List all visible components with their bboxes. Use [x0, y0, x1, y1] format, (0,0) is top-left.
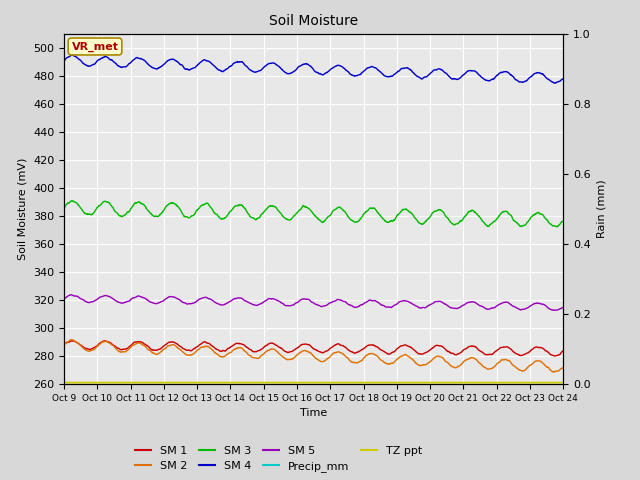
- SM 3: [68, 198, 76, 204]
- TZ ppt: [272, 380, 280, 385]
- SM 5: [68, 292, 76, 298]
- SM 2: [99, 339, 107, 345]
- SM 1: [344, 347, 352, 353]
- TZ ppt: [291, 380, 299, 385]
- SM 2: [283, 357, 291, 362]
- Y-axis label: Rain (mm): Rain (mm): [596, 180, 606, 238]
- SM 2: [549, 369, 557, 375]
- SM 5: [99, 293, 107, 299]
- SM 4: [559, 76, 567, 82]
- SM 4: [99, 55, 107, 60]
- SM 1: [552, 353, 559, 359]
- SM 4: [283, 70, 291, 76]
- SM 1: [272, 342, 280, 348]
- SM 3: [99, 199, 107, 205]
- Line: SM 3: SM 3: [64, 201, 563, 227]
- SM 2: [60, 342, 68, 348]
- SM 3: [559, 218, 567, 224]
- SM 3: [553, 224, 561, 229]
- SM 1: [100, 338, 108, 344]
- SM 3: [344, 214, 352, 220]
- Text: VR_met: VR_met: [72, 41, 118, 52]
- Line: SM 4: SM 4: [64, 55, 563, 83]
- SM 2: [559, 364, 567, 370]
- Legend: SM 1, SM 2, SM 3, SM 4, SM 5, Precip_mm, TZ ppt: SM 1, SM 2, SM 3, SM 4, SM 5, Precip_mm,…: [131, 441, 427, 477]
- SM 3: [272, 204, 280, 210]
- Line: SM 5: SM 5: [64, 295, 563, 310]
- SM 2: [344, 356, 352, 361]
- SM 4: [272, 62, 280, 68]
- SM 2: [68, 337, 76, 343]
- SM 1: [292, 346, 300, 352]
- SM 3: [292, 212, 300, 217]
- TZ ppt: [119, 380, 127, 385]
- Y-axis label: Soil Moisture (mV): Soil Moisture (mV): [17, 157, 28, 260]
- SM 5: [344, 301, 352, 307]
- SM 3: [60, 205, 68, 211]
- SM 5: [120, 300, 127, 306]
- SM 5: [292, 300, 300, 306]
- SM 1: [120, 347, 127, 352]
- SM 2: [292, 354, 300, 360]
- X-axis label: Time: Time: [300, 408, 327, 418]
- SM 4: [68, 52, 76, 58]
- TZ ppt: [559, 380, 567, 385]
- SM 4: [344, 69, 352, 75]
- SM 3: [120, 213, 127, 219]
- SM 1: [283, 349, 291, 355]
- SM 3: [283, 216, 291, 222]
- SM 1: [99, 338, 106, 344]
- TZ ppt: [99, 380, 106, 385]
- SM 4: [292, 68, 300, 73]
- SM 2: [120, 349, 127, 355]
- SM 5: [272, 297, 280, 303]
- Title: Soil Moisture: Soil Moisture: [269, 14, 358, 28]
- Line: SM 2: SM 2: [64, 340, 563, 372]
- SM 4: [120, 64, 127, 70]
- Line: SM 1: SM 1: [64, 341, 563, 356]
- SM 5: [60, 296, 68, 302]
- SM 1: [559, 348, 567, 354]
- SM 1: [60, 341, 68, 347]
- SM 5: [551, 307, 559, 313]
- SM 2: [272, 348, 280, 354]
- SM 5: [283, 303, 291, 309]
- SM 5: [559, 304, 567, 310]
- TZ ppt: [282, 380, 290, 385]
- SM 4: [550, 80, 558, 86]
- TZ ppt: [60, 380, 68, 385]
- TZ ppt: [344, 380, 352, 385]
- SM 4: [60, 58, 68, 64]
